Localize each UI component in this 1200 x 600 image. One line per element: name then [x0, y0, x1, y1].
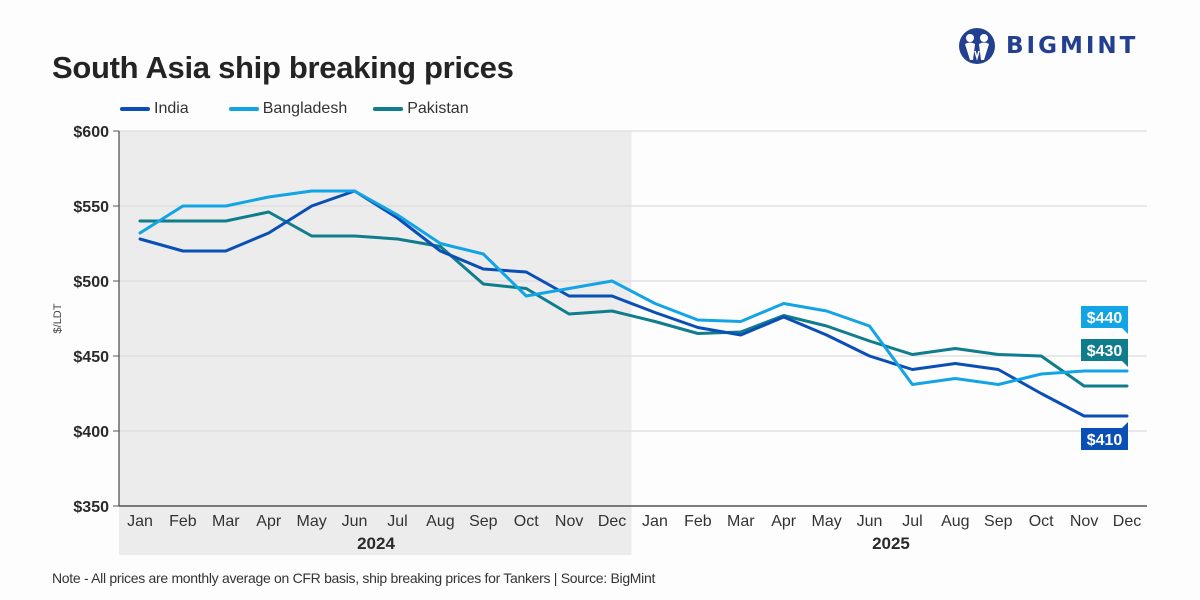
- x-tick-label: Jul: [902, 513, 922, 530]
- chart-title: South Asia ship breaking prices: [52, 50, 514, 85]
- year-label-2024: 2024: [357, 534, 395, 553]
- legend-swatch-india: [120, 107, 150, 111]
- y-tick-label: $500: [73, 274, 109, 291]
- y-tick-label: $550: [73, 199, 109, 216]
- end-label-text: $430: [1087, 343, 1123, 360]
- end-label-box: [1081, 428, 1128, 450]
- x-tick-label: Jul: [387, 513, 407, 530]
- series-line-india[interactable]: [138, 189, 1129, 418]
- brand-logo: BIGMINT: [958, 27, 1138, 65]
- end-label-text: $440: [1087, 310, 1123, 327]
- x-tick-label: Apr: [256, 513, 282, 530]
- end-label-box: [1081, 306, 1128, 328]
- series-line-pakistan[interactable]: [138, 210, 1129, 388]
- brand-name: BIGMINT: [1006, 33, 1139, 59]
- bigmint-people-icon: [959, 28, 995, 64]
- y-tick-label: $600: [73, 124, 109, 141]
- end-label-box: [1081, 339, 1128, 361]
- y-tick-label: $350: [73, 499, 109, 516]
- shaded-region-2024: [119, 131, 632, 555]
- legend-label-india: India: [154, 100, 189, 117]
- x-tick-label: Nov: [1070, 513, 1098, 530]
- legend-label-bangladesh: Bangladesh: [262, 100, 348, 117]
- end-label-tail: [1122, 328, 1128, 334]
- end-label-pakistan: $430: [1081, 339, 1128, 367]
- legend-item-india[interactable]: India: [120, 100, 189, 118]
- end-label-tail: [1122, 361, 1128, 367]
- x-tick-label: Dec: [1113, 513, 1141, 530]
- end-label-text: $410: [1087, 432, 1123, 449]
- x-tick-label: Aug: [941, 513, 969, 530]
- x-tick-label: Mar: [727, 513, 755, 530]
- x-tick-label: Jun: [342, 513, 368, 530]
- legend-swatch-bangladesh: [228, 107, 259, 111]
- chart-footnote: Note - All prices are monthly average on…: [52, 570, 656, 586]
- x-tick-label: Jun: [857, 513, 883, 530]
- x-tick-label: May: [297, 513, 327, 530]
- x-tick-label: Aug: [426, 513, 454, 530]
- x-tick-label: Nov: [555, 513, 583, 530]
- x-tick-label: Feb: [684, 513, 712, 530]
- x-tick-label: Mar: [212, 513, 240, 530]
- x-tick-label: Apr: [771, 513, 797, 530]
- legend-swatch-pakistan: [373, 107, 404, 111]
- x-tick-label: Sep: [984, 513, 1013, 530]
- x-tick-label: Oct: [1029, 513, 1054, 530]
- legend-label-pakistan: Pakistan: [407, 100, 469, 117]
- x-tick-label: Sep: [469, 513, 498, 530]
- series-line-bangladesh[interactable]: [138, 189, 1129, 386]
- legend-item-pakistan[interactable]: Pakistan: [373, 100, 469, 118]
- end-label-bangladesh: $440: [1081, 306, 1128, 334]
- year-label-2025: 2025: [872, 534, 910, 553]
- x-tick-label: Jan: [127, 513, 153, 530]
- y-tick-label: $400: [73, 424, 109, 441]
- y-axis-title: $/LDT: [52, 303, 64, 333]
- x-tick-label: Oct: [514, 513, 539, 530]
- legend-item-bangladesh[interactable]: Bangladesh: [228, 100, 348, 118]
- x-tick-label: Jan: [642, 513, 668, 530]
- end-label-india: $410: [1081, 422, 1128, 450]
- x-tick-label: Dec: [598, 513, 626, 530]
- end-label-tail: [1122, 422, 1128, 428]
- y-tick-label: $450: [73, 349, 109, 366]
- chart-legend: India Bangladesh Pakistan: [120, 100, 503, 118]
- x-tick-label: Feb: [169, 513, 197, 530]
- x-tick-label: May: [811, 513, 841, 530]
